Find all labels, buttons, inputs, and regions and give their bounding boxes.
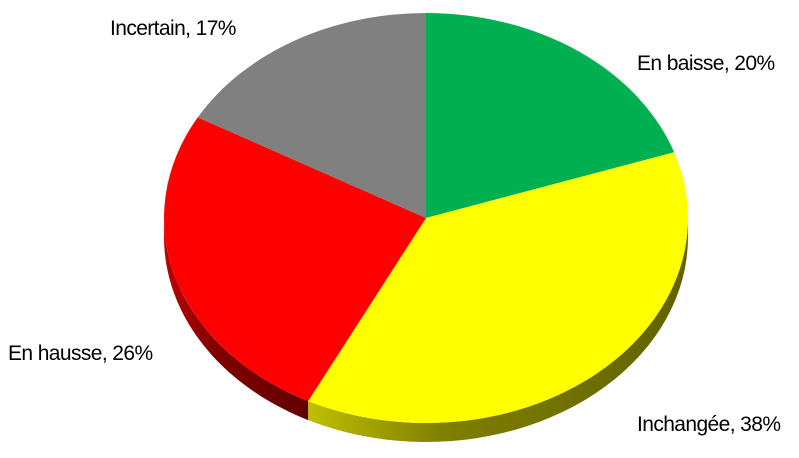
pie-slice-en-baisse [426,13,675,218]
pie-side-en-hausse [164,218,309,421]
pie-slice-inchangee [308,152,689,424]
data-label-inchangee: Inchangée, 38% [637,413,780,436]
data-label-en-baisse: En baisse, 20% [637,52,775,75]
pie-slice-en-hausse [164,117,426,402]
data-label-en-hausse: En hausse, 26% [8,342,153,365]
data-label-incertain: Incertain, 17% [110,17,236,40]
pie-slices [164,13,689,424]
pie-labels: En baisse, 20% Inchangée, 38% En hausse, 2… [8,17,781,436]
pie-3d-sides [164,218,688,442]
pie-slice-incertain [197,13,426,218]
pie-side-inchangee [308,218,688,442]
